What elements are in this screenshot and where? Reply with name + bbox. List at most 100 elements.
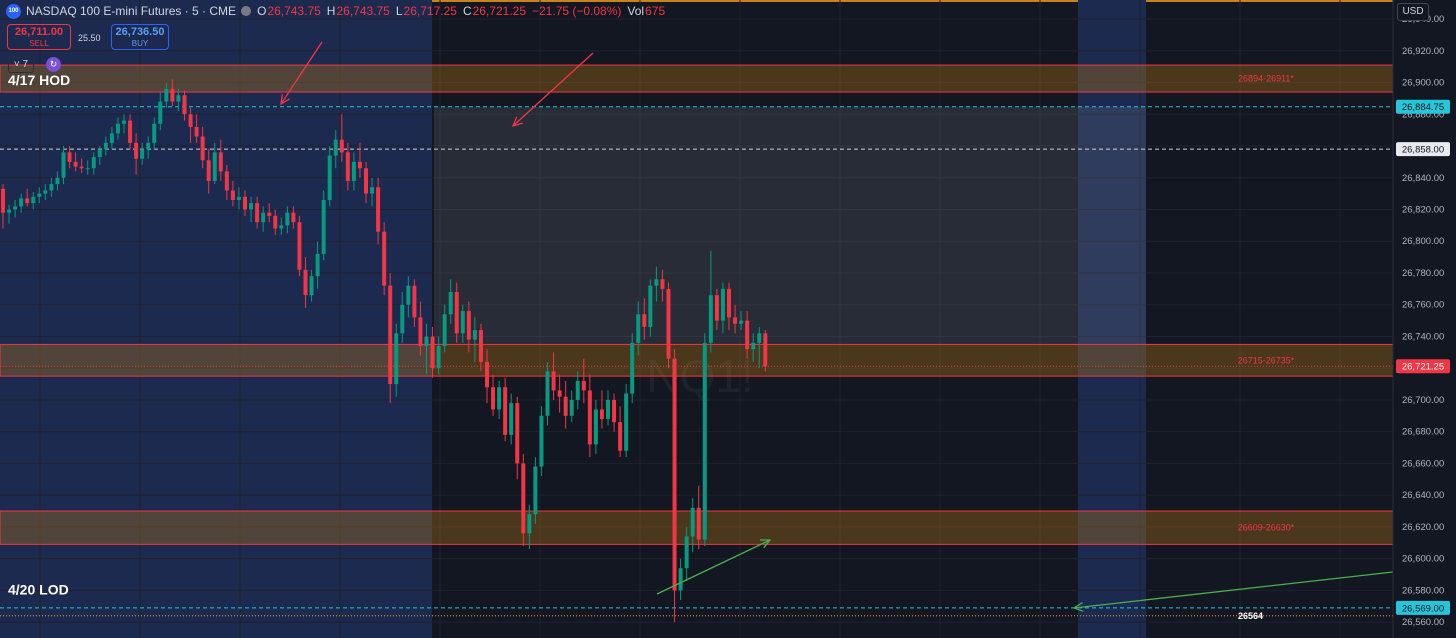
candle [545, 361, 550, 426]
candle-body [581, 380, 586, 391]
candle-body [497, 387, 502, 410]
candle [152, 117, 157, 150]
candle [606, 390, 610, 426]
candle [73, 152, 78, 172]
candle-body [733, 317, 738, 324]
candle [31, 192, 36, 210]
currency-selector[interactable]: USD [1397, 3, 1429, 21]
candle [25, 188, 30, 207]
candle-body [412, 285, 417, 318]
candle [618, 406, 623, 458]
market-status-icon[interactable] [241, 6, 252, 16]
axis-tag-26569-bg [1396, 600, 1450, 615]
candle [684, 526, 689, 581]
sell-button[interactable]: 26,711.00 SELL [7, 24, 71, 50]
y-tick-label: 26,620.00 [1402, 522, 1444, 533]
candle-body [624, 393, 629, 451]
candle [400, 292, 405, 343]
candle [218, 139, 223, 181]
y-tick-label: 26,840.00 [1402, 173, 1444, 184]
axis-tag-26858: 26,858.00 [1402, 145, 1444, 156]
candle-body [678, 568, 683, 591]
candle-body [309, 276, 314, 296]
candle [739, 311, 744, 331]
candle-body [521, 463, 526, 534]
candle [491, 374, 496, 416]
candle-body [745, 320, 750, 350]
candle [339, 114, 344, 162]
candle [424, 323, 429, 375]
candle [666, 282, 671, 369]
candle-body [73, 161, 78, 167]
candle [194, 114, 199, 143]
candle-body [164, 88, 169, 102]
indicators-collapse-button[interactable]: ˅ 7 [8, 57, 34, 73]
candle [19, 193, 24, 213]
candle-body [134, 142, 139, 159]
candle-body [460, 311, 465, 334]
candle [382, 222, 387, 296]
axis-tag-last-price-bg [1396, 359, 1450, 374]
buy-label: BUY [131, 39, 149, 48]
zone-label-2: 26715-26735* [1238, 355, 1295, 365]
candle [243, 190, 247, 216]
candle-body [333, 139, 338, 156]
candle [206, 149, 211, 194]
candle [333, 130, 338, 169]
candle-body [55, 177, 60, 185]
candle [497, 380, 502, 419]
symbol-icon[interactable]: 100 [6, 3, 21, 19]
y-tick-label: 26,920.00 [1402, 46, 1444, 57]
y-tick-label: 26,560.00 [1402, 617, 1444, 628]
candle-body [612, 399, 617, 423]
candle-body [206, 160, 211, 181]
candle [200, 126, 205, 169]
axis-tag-26884-bg [1396, 99, 1450, 114]
candle [297, 215, 302, 277]
arrow-green-1 [656, 539, 771, 595]
candle [212, 142, 217, 185]
y-tick-label: 26,740.00 [1402, 331, 1444, 342]
candle [412, 279, 417, 327]
candle-body [255, 203, 260, 223]
candle-body [19, 198, 24, 207]
replay-icon[interactable]: ↻ [46, 57, 61, 72]
candle-body [200, 136, 205, 161]
candle [593, 399, 598, 454]
chart-header: 100 NASDAQ 100 E-mini Futures · 5 · CME … [6, 3, 671, 19]
candle-body [569, 399, 574, 416]
buy-button[interactable]: 26,736.50 BUY [111, 24, 169, 50]
candle-body [491, 387, 496, 410]
y-tick-label: 26,760.00 [1402, 300, 1444, 311]
candle [388, 272, 393, 404]
candle-body [315, 253, 320, 277]
candle-body [606, 399, 610, 419]
candle [642, 298, 647, 340]
y-tick-label: 26,800.00 [1402, 236, 1444, 247]
candle-body [654, 279, 659, 286]
candle [122, 114, 126, 134]
candle-body [485, 361, 489, 388]
axis-tag-26884: 26,884.75 [1402, 102, 1444, 113]
candle-body [115, 123, 120, 134]
candle [406, 276, 411, 318]
candle [351, 152, 356, 191]
candle-body [636, 314, 641, 343]
candle-body [478, 330, 483, 362]
candle [224, 165, 229, 200]
candle [763, 330, 768, 372]
candle [678, 558, 683, 600]
symbol-title[interactable]: NASDAQ 100 E-mini Futures · 5 · CME [26, 4, 237, 18]
candle [581, 358, 586, 404]
candle-body [182, 95, 187, 115]
candle-body [140, 149, 145, 159]
candle-body [563, 396, 568, 416]
candle [103, 136, 108, 156]
candle-body [533, 466, 538, 515]
candle [599, 390, 604, 429]
y-tick-label: 26,900.00 [1402, 78, 1444, 89]
candle [612, 393, 617, 432]
zone-label-1: 26894-26911* [1238, 74, 1294, 84]
candle-body [400, 304, 405, 334]
